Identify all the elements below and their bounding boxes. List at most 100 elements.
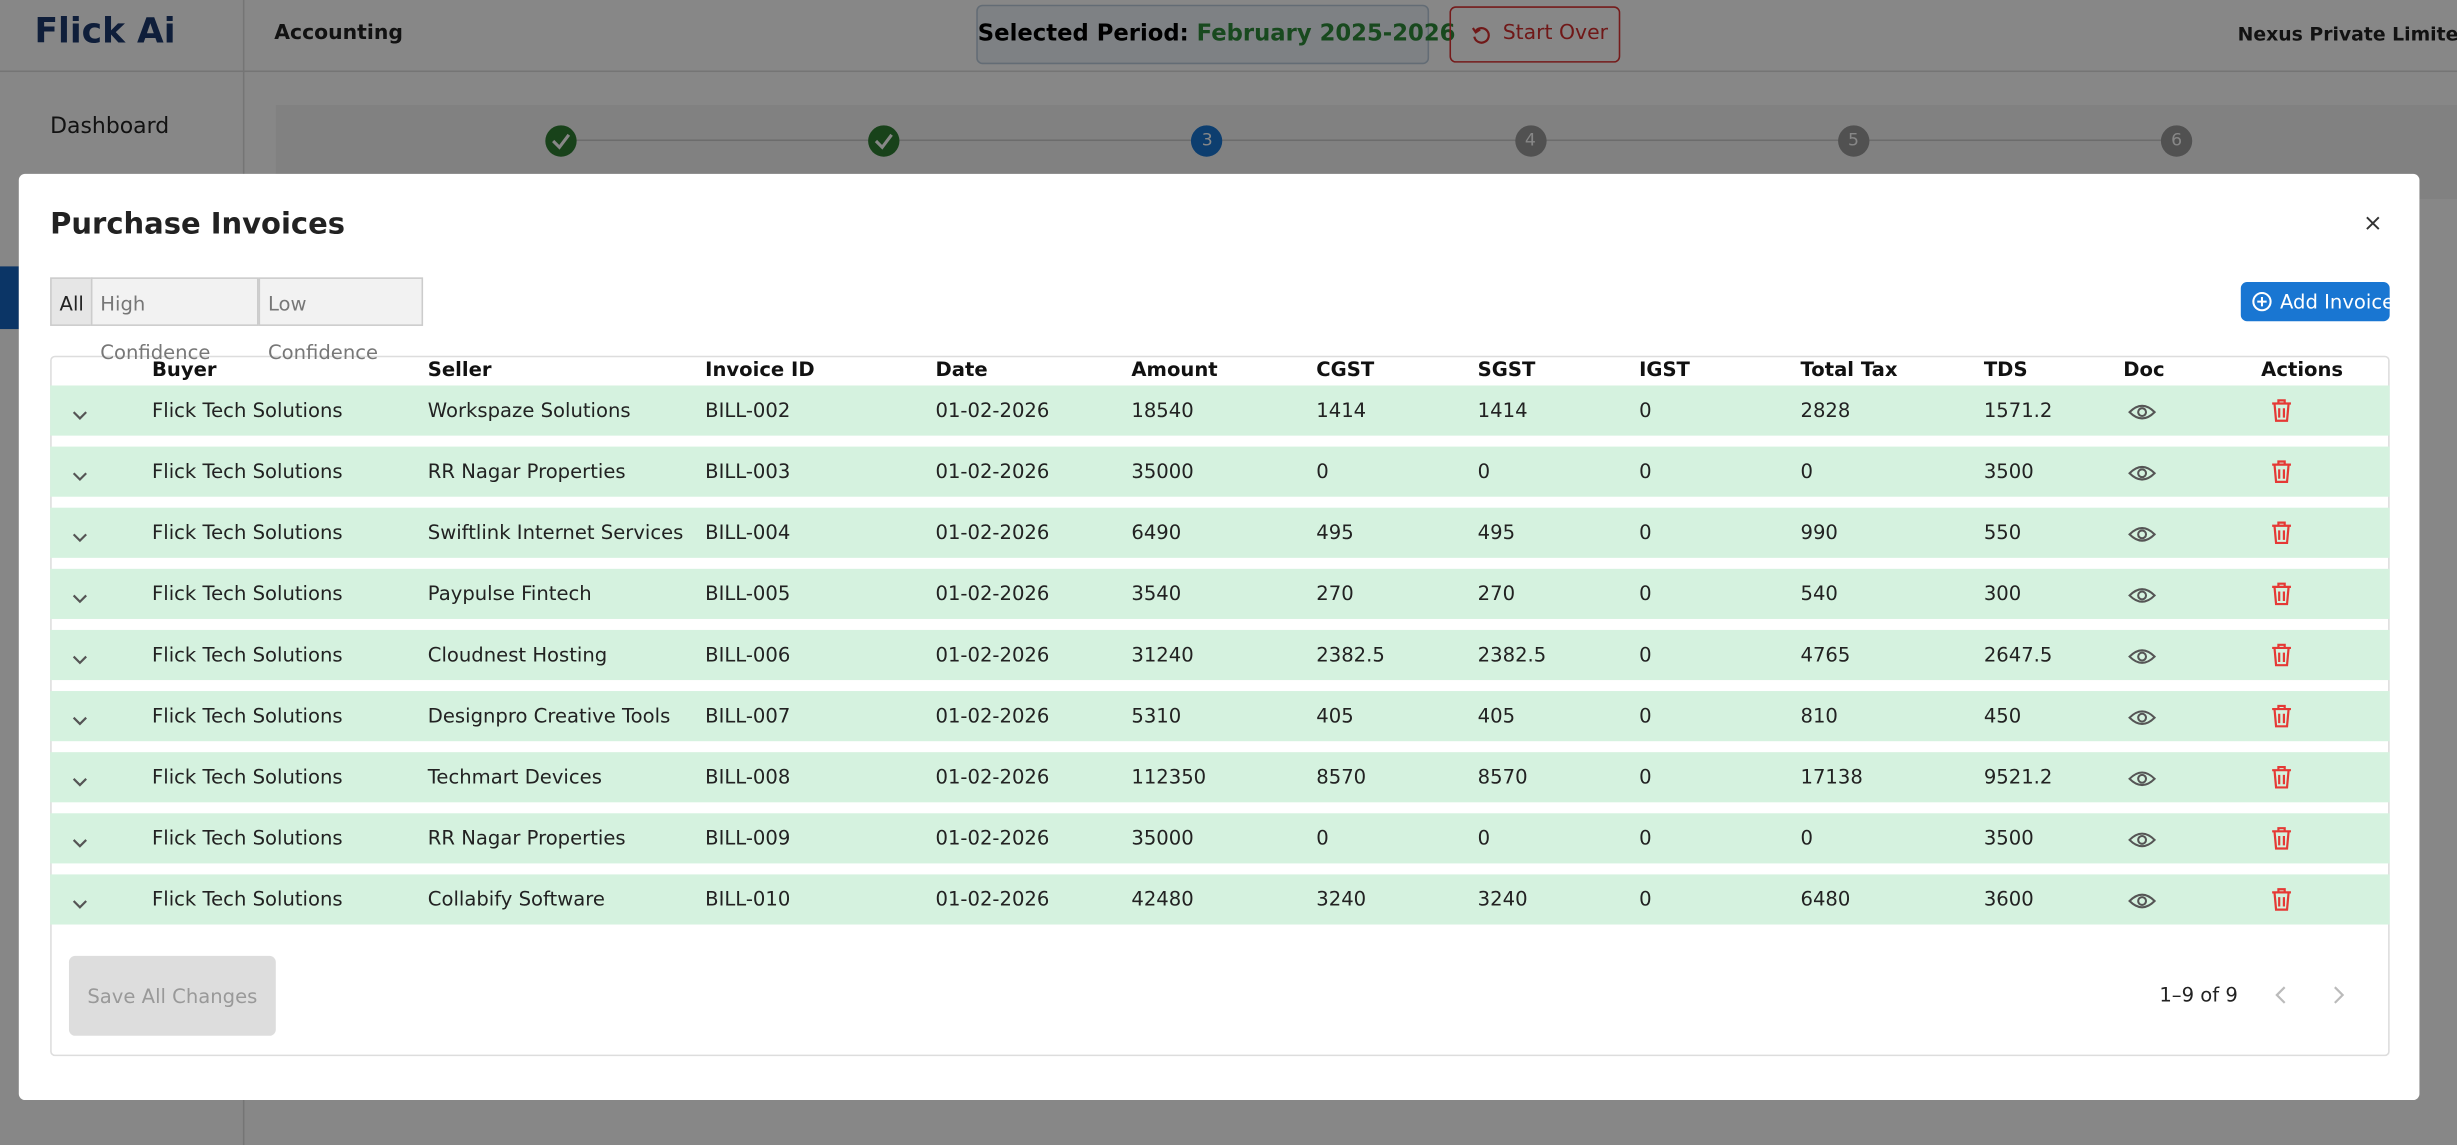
expand-button[interactable] — [71, 462, 90, 492]
start-over-button[interactable]: Start Over — [1449, 6, 1621, 63]
table-row — [50, 385, 2390, 436]
save-button[interactable]: Save All Changes — [68, 955, 276, 1036]
view-doc-button[interactable] — [2128, 827, 2157, 857]
table-cell: 540 — [1800, 581, 1838, 605]
plus-icon — [2252, 292, 2272, 312]
delete-button[interactable] — [2271, 642, 2293, 673]
table-cell: BILL-003 — [705, 459, 791, 483]
delete-button[interactable] — [2271, 520, 2293, 551]
table-cell: 1414 — [1477, 398, 1528, 422]
trash-icon — [2272, 460, 2291, 483]
trash-icon — [2272, 827, 2291, 850]
modal: Purchase Invoices × Add Invoice Save All… — [18, 173, 2420, 1101]
table-cell: BILL-005 — [705, 581, 791, 605]
table-cell: Flick Tech Solutions — [151, 764, 343, 789]
delete-button[interactable] — [2271, 765, 2293, 796]
table-cell: 405 — [1477, 703, 1516, 728]
eye-icon — [2128, 832, 2157, 848]
table-cell: 990 — [1800, 520, 1838, 544]
trash-icon — [2272, 582, 2291, 606]
delete-button[interactable] — [2271, 581, 2293, 612]
filter-tab[interactable]: All — [50, 277, 93, 326]
table-row — [50, 629, 2390, 681]
table-cell: 405 — [1316, 703, 1354, 728]
delete-button[interactable] — [2271, 887, 2293, 918]
table-cell: 495 — [1477, 520, 1516, 544]
view-doc-button[interactable] — [2128, 400, 2157, 430]
table-cell: 01-02-2026 — [935, 886, 1050, 911]
expand-button[interactable] — [71, 768, 90, 798]
view-doc-button[interactable] — [2128, 705, 2157, 735]
trash-icon — [2272, 521, 2291, 545]
eye-icon — [2128, 465, 2157, 481]
chevron-icon — [72, 594, 87, 604]
table-cell: 35000 — [1131, 459, 1194, 483]
company-name: Nexus Private Limited — [2237, 23, 2457, 46]
eye-icon — [2128, 404, 2157, 420]
trash-icon — [2272, 704, 2291, 728]
table-cell: 01-02-2026 — [935, 825, 1050, 850]
table-cell: 2828 — [1800, 398, 1851, 422]
table-cell: Designpro Creative Tools — [427, 703, 671, 728]
view-doc-button[interactable] — [2128, 522, 2157, 552]
company-menu[interactable]: Nexus Private Limited ⌄ — [2238, 24, 2457, 46]
sidebar-item[interactable]: Dashboard — [50, 114, 170, 140]
table-cell: Paypulse Fintech — [427, 581, 592, 605]
delete-button[interactable] — [2271, 826, 2293, 857]
expand-button[interactable] — [71, 523, 90, 553]
view-doc-button[interactable] — [2128, 644, 2157, 674]
trash-icon — [2272, 888, 2291, 911]
view-doc-button[interactable] — [2128, 461, 2157, 491]
column-header: CGST — [1316, 357, 1375, 381]
expand-button[interactable] — [71, 646, 90, 676]
table-row — [50, 752, 2390, 803]
column-header: Doc — [2123, 357, 2165, 381]
table-cell: 270 — [1316, 581, 1354, 605]
expand-button[interactable] — [71, 584, 90, 614]
view-doc-button[interactable] — [2128, 766, 2157, 796]
chevron-icon — [72, 839, 87, 848]
table-cell: 0 — [1316, 459, 1329, 483]
expand-button[interactable] — [71, 401, 90, 431]
check-icon — [875, 133, 894, 150]
filter-tab[interactable]: Low Confidence — [258, 277, 424, 364]
table-cell: 31240 — [1131, 642, 1194, 666]
column-header: Invoice ID — [705, 357, 815, 381]
eye-icon — [2128, 710, 2157, 725]
filter-tab[interactable]: High Confidence — [90, 277, 259, 364]
table-cell: 01-02-2026 — [935, 581, 1050, 605]
table-cell: 1571.2 — [1983, 398, 2053, 422]
delete-button[interactable] — [2271, 704, 2293, 735]
expand-button[interactable] — [71, 890, 90, 920]
section: Accounting — [274, 21, 403, 46]
view-doc-button[interactable] — [2128, 583, 2157, 613]
eye-icon — [2128, 649, 2157, 664]
table-cell: Flick Tech Solutions — [151, 703, 343, 728]
table-cell: 3240 — [1316, 886, 1367, 911]
table-row — [50, 568, 2390, 619]
next-page[interactable] — [2329, 986, 2348, 1005]
view-doc-button[interactable] — [2128, 888, 2157, 918]
column-header: Buyer — [151, 357, 217, 381]
brand: Flick Ai — [34, 12, 176, 52]
table-cell: 9521.2 — [1983, 764, 2053, 789]
table-cell: 17138 — [1800, 764, 1863, 789]
table-cell: 0 — [1639, 581, 1652, 605]
add-invoice-button[interactable]: Add Invoice — [2240, 282, 2394, 322]
close-button[interactable]: × — [2363, 208, 2383, 237]
chevron-icon — [72, 900, 87, 909]
table-cell: 01-02-2026 — [935, 520, 1050, 544]
delete-button[interactable] — [2271, 459, 2293, 490]
check-icon — [552, 133, 571, 150]
trash-icon — [2272, 643, 2291, 667]
chevron-icon — [72, 472, 87, 482]
table-cell: 6480 — [1800, 886, 1851, 911]
table-cell: 270 — [1477, 581, 1516, 605]
prev-page[interactable] — [2272, 986, 2291, 1005]
expand-button[interactable] — [71, 829, 90, 859]
expand-button[interactable] — [71, 707, 90, 737]
delete-button[interactable] — [2271, 398, 2293, 429]
table-cell: 5310 — [1131, 703, 1182, 728]
